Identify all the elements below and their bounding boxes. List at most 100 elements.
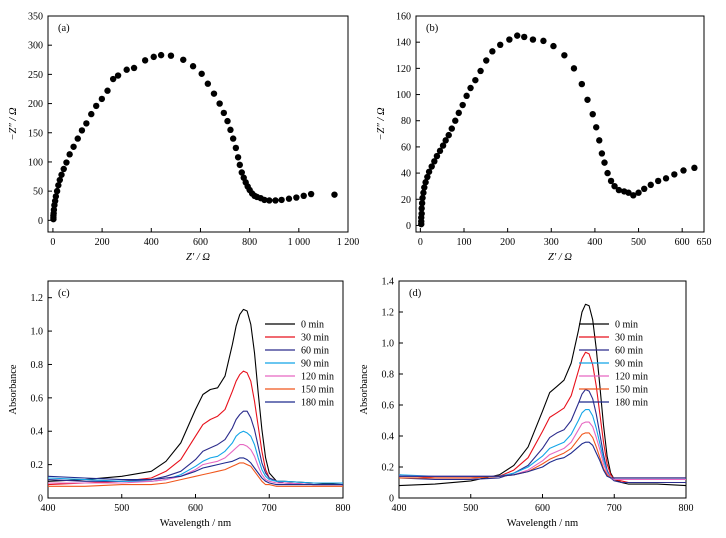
- x-tick-label: 800: [679, 503, 694, 514]
- legend-entry: 90 min: [615, 359, 643, 370]
- panel-label: (c): [58, 288, 70, 299]
- x-tick-label: 700: [607, 503, 622, 514]
- y-tick-label: 100: [396, 90, 411, 101]
- y-tick-label: 60: [401, 142, 411, 153]
- series-line: [399, 441, 686, 479]
- x-tick-label: 1 000: [288, 237, 311, 248]
- y-tick-label: 0.8: [31, 360, 44, 371]
- legend-entry: 120 min: [301, 372, 334, 383]
- series-line: [47, 308, 344, 486]
- data-point: [506, 36, 513, 43]
- x-tick-label: 400: [587, 237, 602, 248]
- y-tick-label: 80: [401, 116, 411, 127]
- data-point: [463, 92, 470, 100]
- data-point: [52, 193, 60, 200]
- legend-entry: 150 min: [301, 385, 334, 396]
- data-point: [210, 90, 218, 97]
- y-tick-label: 250: [28, 70, 43, 81]
- data-point: [570, 65, 578, 72]
- y-tick-label: 300: [28, 41, 43, 52]
- x-tick-label: 1 200: [337, 237, 360, 248]
- x-axis-label: Z′ / Ω: [186, 252, 210, 263]
- data-point: [278, 196, 285, 204]
- data-point: [641, 185, 648, 192]
- y-axis-label: −Z″ / Ω: [8, 107, 19, 140]
- data-point: [550, 42, 557, 50]
- data-point: [589, 110, 596, 118]
- data-point: [593, 124, 600, 131]
- data-point: [424, 173, 431, 181]
- data-point: [220, 109, 228, 117]
- data-point: [425, 168, 433, 175]
- x-tick-label: 300: [544, 237, 559, 248]
- data-point: [691, 164, 698, 172]
- data-point: [421, 184, 428, 191]
- data-point: [452, 117, 459, 124]
- data-point: [635, 189, 642, 196]
- data-point: [50, 206, 58, 214]
- x-tick-label: 400: [41, 503, 56, 514]
- x-tick-label: 500: [114, 503, 129, 514]
- legend-entry: 30 min: [615, 333, 643, 344]
- data-point: [418, 210, 425, 217]
- data-point: [55, 182, 62, 189]
- data-point: [167, 52, 175, 59]
- data-point: [540, 37, 547, 45]
- x-tick-label: 800: [336, 503, 351, 514]
- x-axis-label: Wavelength / nm: [160, 518, 231, 529]
- legend-entry: 120 min: [615, 372, 648, 383]
- x-tick-label: 0: [50, 237, 55, 248]
- data-point: [483, 57, 490, 64]
- y-tick-label: 0: [38, 494, 43, 505]
- x-tick-label: 700: [262, 503, 277, 514]
- data-point: [630, 192, 637, 199]
- series-line: [47, 410, 343, 486]
- data-point: [455, 109, 462, 117]
- data-point: [224, 117, 231, 125]
- data-point: [204, 80, 212, 87]
- data-point: [114, 72, 122, 79]
- x-axis-label: Wavelength / nm: [507, 518, 578, 529]
- legend-entry: 150 min: [615, 385, 648, 396]
- data-point: [625, 189, 632, 196]
- legend-entry: 30 min: [301, 333, 329, 344]
- data-point: [331, 191, 338, 198]
- y-tick-label: 0.8: [382, 370, 395, 381]
- data-point: [150, 53, 157, 61]
- data-point: [514, 32, 521, 39]
- data-point: [266, 197, 273, 204]
- panel-label: (d): [409, 288, 422, 299]
- y-tick-label: 160: [396, 12, 411, 23]
- data-point: [272, 197, 279, 204]
- legend-entry: 180 min: [301, 398, 334, 409]
- data-point: [300, 192, 307, 200]
- data-point: [671, 171, 678, 178]
- data-point: [58, 171, 65, 178]
- data-point: [293, 194, 300, 201]
- panel-label: (a): [58, 23, 70, 34]
- data-point: [418, 200, 426, 207]
- data-point: [88, 110, 95, 118]
- data-point: [307, 190, 315, 198]
- x-tick-label: 800: [242, 237, 257, 248]
- y-tick-label: 1.0: [31, 327, 44, 338]
- x-tick-label: 200: [500, 237, 515, 248]
- x-axis-label: Z′ / Ω: [548, 252, 572, 263]
- y-tick-label: 0.4: [382, 432, 395, 443]
- data-point: [78, 127, 86, 134]
- y-tick-label: 0.2: [382, 463, 395, 474]
- legend-entry: 180 min: [615, 398, 648, 409]
- data-point: [601, 159, 608, 166]
- x-tick-label: 600: [535, 503, 550, 514]
- data-point: [56, 176, 64, 184]
- data-point: [285, 195, 293, 202]
- y-tick-label: 350: [28, 12, 43, 23]
- data-point: [680, 167, 687, 174]
- panel-2: 400 500 600 700 800 0 0.2 0.4 0.6 0.8 1.0 1.2 Wavele…: [8, 280, 351, 529]
- series-line: [48, 462, 343, 487]
- data-point: [422, 179, 429, 186]
- legend-entry: 0 min: [301, 320, 324, 331]
- y-tick-label: 50: [33, 187, 43, 198]
- data-point: [229, 135, 237, 142]
- y-tick-label: 0: [389, 494, 394, 505]
